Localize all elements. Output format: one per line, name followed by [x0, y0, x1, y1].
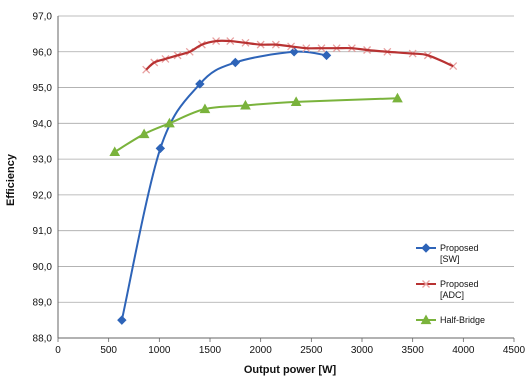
legend-marker-proposed-sw	[421, 243, 431, 253]
legend-item-proposed-sw: Proposed[SW]	[416, 243, 479, 264]
x-tick-label: 0	[55, 345, 61, 356]
x-axis-title: Output power [W]	[244, 364, 337, 376]
legend-item-proposed-adc: Proposed[ADC]	[416, 279, 479, 300]
tick-layer: 88,0 89,0 90,0 91,0 92,0 93,0 94,0 95,0 96,0 97,0…	[33, 12, 526, 357]
series-layer	[109, 37, 458, 325]
data-point-half-bridge	[164, 117, 175, 128]
y-tick-label: 91,0	[33, 226, 53, 237]
data-point-proposed-sw	[155, 143, 166, 154]
x-tick-label: 3500	[402, 345, 425, 356]
data-point-proposed-sw	[230, 57, 241, 68]
series-proposed-sw	[117, 47, 332, 325]
legend-label-proposed-adc: [ADC]	[440, 290, 464, 300]
legend-label-half-bridge: Half-Bridge	[440, 315, 485, 325]
series-line-proposed-sw	[120, 50, 327, 321]
x-tick-label: 2000	[250, 345, 273, 356]
legend-label-proposed-adc: Proposed	[440, 279, 479, 289]
y-tick-label: 93,0	[33, 155, 53, 166]
y-tick-label: 97,0	[33, 12, 53, 23]
legend: Proposed[SW]Proposed[ADC]Half-Bridge	[416, 243, 485, 325]
data-point-half-bridge	[199, 103, 211, 114]
x-tick-label: 1500	[199, 345, 222, 356]
series-half-bridge	[109, 92, 403, 157]
axis-layer	[57, 16, 515, 342]
legend-label-proposed-sw: Proposed	[440, 243, 479, 253]
y-tick-label: 88,0	[33, 334, 53, 345]
data-point-half-bridge	[109, 146, 121, 157]
y-tick-label: 89,0	[33, 298, 53, 309]
x-tick-label: 4500	[503, 345, 526, 356]
data-point-proposed-sw	[289, 47, 299, 57]
legend-marker-half-bridge	[420, 314, 432, 325]
y-tick-label: 96,0	[33, 47, 53, 58]
series-proposed-adc	[142, 37, 458, 74]
data-point-proposed-sw	[195, 79, 205, 89]
data-point-proposed-sw	[117, 315, 127, 325]
x-tick-label: 500	[100, 345, 117, 356]
data-point-half-bridge	[240, 99, 251, 110]
y-tick-label: 92,0	[33, 190, 53, 201]
data-point-half-bridge	[290, 96, 302, 106]
y-tick-label: 95,0	[33, 83, 53, 94]
legend-marker-proposed-adc	[422, 280, 430, 288]
y-axis-title: Efficiency	[5, 153, 17, 206]
x-tick-label: 3000	[351, 345, 374, 356]
data-point-proposed-sw	[321, 50, 332, 61]
series-line-half-bridge	[114, 97, 398, 153]
x-tick-label: 4000	[452, 345, 475, 356]
data-point-half-bridge	[392, 92, 403, 103]
data-point-half-bridge	[138, 128, 150, 139]
y-tick-label: 90,0	[33, 262, 53, 273]
x-tick-label: 1000	[148, 345, 171, 356]
x-tick-label: 2500	[300, 345, 323, 356]
legend-item-half-bridge: Half-Bridge	[416, 314, 485, 325]
series-line-proposed-adc	[145, 39, 454, 71]
y-tick-label: 94,0	[33, 119, 53, 130]
legend-label-proposed-sw: [SW]	[440, 254, 460, 264]
